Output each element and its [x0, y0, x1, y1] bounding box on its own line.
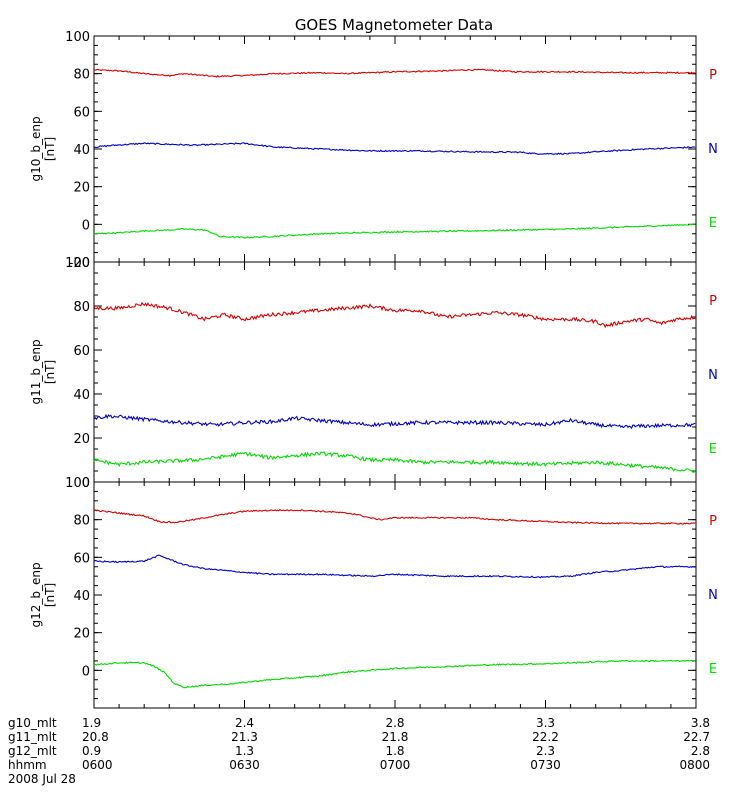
- series-line-E: [93, 659, 696, 689]
- footer-value: 2.8: [691, 744, 710, 758]
- y-tick-label: 60: [73, 105, 90, 120]
- footer-value: 22.2: [532, 730, 559, 744]
- panel-frame: [93, 261, 697, 483]
- legend-label-N: N: [708, 368, 718, 383]
- footer-row-label: hhmm: [8, 758, 47, 772]
- footer-value: 21.3: [231, 730, 258, 744]
- footer-value: 20.8: [82, 730, 109, 744]
- series-line-E: [93, 451, 696, 473]
- footer-date: 2008 Jul 28: [8, 772, 76, 786]
- footer-row-label: g11_mlt: [8, 730, 57, 744]
- footer-value: 0700: [380, 758, 411, 772]
- y-axis-label: g12_b_enp: [29, 562, 43, 627]
- legend-label-N: N: [708, 142, 718, 157]
- footer-value: 2.3: [536, 744, 555, 758]
- y-tick-label: 40: [73, 388, 90, 403]
- y-tick-label: 80: [73, 68, 90, 83]
- y-axis-label: g11_b_enp: [29, 339, 43, 404]
- series-line-P: [93, 301, 696, 329]
- y-tick-label: 40: [73, 143, 90, 158]
- footer-value: 21.8: [382, 730, 409, 744]
- footer-value: 0730: [530, 758, 561, 772]
- footer-value: 3.8: [691, 716, 710, 730]
- y-tick-label: 60: [73, 551, 90, 566]
- footer-value: 0.9: [82, 744, 101, 758]
- footer-row-label: g10_mlt: [8, 716, 57, 730]
- y-tick-label: 0: [82, 476, 90, 491]
- series-line-N: [93, 142, 696, 155]
- y-tick-label: 20: [73, 627, 90, 642]
- footer-value: 1.3: [235, 744, 254, 758]
- legend-label-N: N: [708, 588, 718, 603]
- footer-value: 1.9: [82, 716, 101, 730]
- panel-3: 0 20 40 60 80 100 g12_b_enp [nT] P N E: [29, 476, 718, 709]
- footer-value: 3.3: [536, 716, 555, 730]
- footer-value: 2.4: [235, 716, 254, 730]
- y-tick-label: -20: [69, 256, 90, 271]
- y-tick-label: 20: [73, 432, 90, 447]
- footer-value: 0800: [679, 758, 710, 772]
- panel-frame: [93, 481, 697, 709]
- y-axis-unit: [nT]: [43, 360, 57, 384]
- footer-value: 1.8: [385, 744, 404, 758]
- series-line-N: [93, 413, 696, 430]
- y-axis-unit: [nT]: [43, 583, 57, 607]
- legend-label-P: P: [709, 294, 717, 309]
- footer-row-label: g12_mlt: [8, 744, 57, 758]
- legend-label-P: P: [709, 514, 717, 529]
- y-tick-label: 100: [65, 256, 90, 271]
- y-tick-label: 80: [73, 300, 90, 315]
- y-tick-label: 40: [73, 589, 90, 604]
- legend-label-E: E: [709, 662, 717, 677]
- y-tick-label: 60: [73, 344, 90, 359]
- panel-1: -20 0 20 40 60 80 100 g10_b_enp [nT] P N E: [29, 30, 718, 271]
- y-tick-label: 100: [65, 476, 90, 491]
- footer-value: 22.7: [683, 730, 710, 744]
- legend-label-E: E: [709, 442, 717, 457]
- series-line-P: [93, 68, 696, 78]
- footer-value: 2.8: [385, 716, 404, 730]
- legend-label-E: E: [709, 216, 717, 231]
- y-axis-label: g10_b_enp: [29, 116, 43, 181]
- footer-value: 0600: [82, 758, 113, 772]
- chart-title: GOES Magnetometer Data: [295, 16, 493, 34]
- y-tick-label: 80: [73, 514, 90, 529]
- footer-value: 0630: [229, 758, 260, 772]
- y-tick-label: 0: [82, 664, 90, 679]
- y-axis-unit: [nT]: [43, 137, 57, 161]
- footer-table: g10_mlt 1.9 2.4 2.8 3.3 3.8 g11_mlt 20.8 21.3 21.…: [8, 716, 710, 786]
- y-tick-label: 0: [82, 218, 90, 233]
- y-tick-label: 20: [73, 181, 90, 196]
- y-tick-label: 100: [65, 30, 90, 45]
- series-line-E: [93, 223, 696, 239]
- legend-label-P: P: [709, 68, 717, 83]
- series-line-P: [93, 509, 696, 525]
- panel-2: 0 20 40 60 80 100 g11_b_enp [nT] P N E: [29, 256, 718, 491]
- series-line-N: [93, 554, 696, 579]
